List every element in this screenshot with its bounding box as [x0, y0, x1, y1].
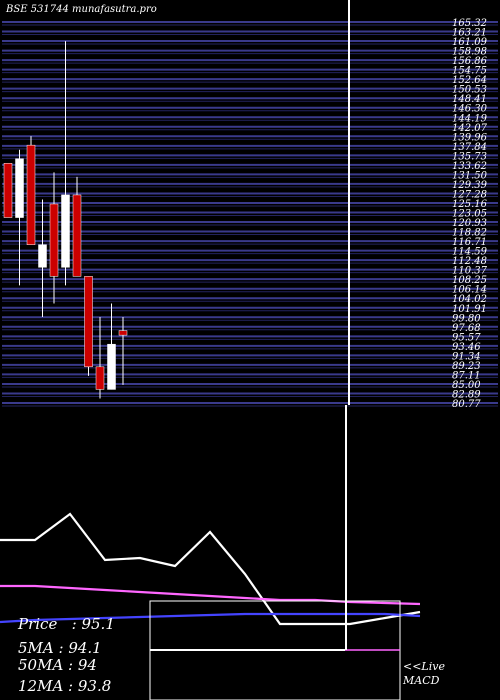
price-tick-label: 114.59 [452, 247, 488, 258]
live-link[interactable]: <<Live [403, 660, 445, 673]
price-tick-label: 154.75 [452, 66, 487, 77]
price-tick-label: 82.89 [452, 389, 481, 400]
price-tick-label: 133.62 [452, 161, 487, 172]
price-tick-label: 97.68 [452, 323, 481, 334]
candle-body [49, 203, 59, 277]
ma50-stat: 50MA : 94 [18, 656, 97, 674]
candle-body [38, 244, 47, 268]
price-tick-label: 137.84 [452, 142, 487, 153]
price-tick-label: 120.93 [452, 218, 487, 229]
candle-body [84, 276, 93, 368]
ma5-stat: 5MA : 94.1 [18, 639, 102, 657]
price-tick-label: 144.19 [452, 113, 488, 124]
price-tick-label: 118.82 [452, 228, 487, 239]
price-tick-label: 142.07 [452, 123, 488, 134]
macd-series-line [0, 612, 421, 624]
macd-label: MACD [403, 674, 440, 687]
candle-body [3, 163, 13, 218]
price-tick-label: 93.46 [452, 342, 481, 353]
site-label: munafasutra.pro [72, 4, 157, 15]
ma12-stat: 12MA : 93.8 [18, 677, 112, 695]
price-tick-label: 158.98 [452, 47, 487, 58]
price-tick-label: 112.48 [452, 256, 487, 267]
price-tick-label: 106.14 [452, 285, 487, 296]
candle-body [118, 330, 128, 336]
price-tick-label: 91.34 [452, 351, 481, 362]
price-tick-label: 125.16 [452, 199, 488, 210]
price-tick-label: 85.00 [452, 380, 481, 391]
price-tick-label: 152.64 [452, 75, 487, 86]
candle-body [72, 194, 82, 277]
price-tick-label: 104.02 [452, 294, 487, 305]
candle-body [26, 144, 36, 245]
candle-body [95, 366, 105, 390]
chart-header: BSE 531744 munafasutra.pro [6, 4, 157, 15]
candlesticks [3, 0, 350, 405]
macd-series-line [0, 512, 421, 626]
price-tick-label: 80.77 [452, 399, 481, 410]
price-tick-label: 101.91 [452, 304, 487, 315]
price-tick-label: 156.86 [452, 56, 488, 67]
price-tick-label: 108.25 [452, 275, 487, 286]
price-tick-label: 89.23 [452, 361, 481, 372]
price-tick-label: 161.09 [452, 37, 488, 48]
price-tick-label: 165.32 [452, 18, 487, 29]
candle-body [107, 343, 116, 390]
price-tick-label: 116.71 [452, 237, 487, 248]
candle-body [61, 194, 70, 268]
price-axis-labels: 165.32163.21161.09158.98156.86154.75152.… [452, 18, 488, 410]
price-tick-label: 148.41 [452, 94, 487, 105]
price-tick-label: 110.37 [452, 266, 488, 277]
price-tick-label: 127.28 [452, 189, 487, 200]
price-tick-label: 123.05 [452, 209, 487, 220]
price-tick-label: 95.57 [452, 332, 481, 343]
price-tick-label: 139.96 [452, 132, 488, 143]
macd-box [149, 405, 401, 700]
price-tick-label: 135.73 [452, 151, 487, 162]
price-tick-label: 87.11 [452, 370, 481, 381]
price-tick-label: 131.50 [452, 170, 488, 181]
price-tick-label: 146.30 [452, 104, 488, 115]
symbol-label: BSE 531744 [6, 4, 69, 15]
macd-panel [0, 512, 421, 626]
price-tick-label: 163.21 [452, 28, 487, 39]
candle-body [15, 158, 24, 218]
price-tick-label: 99.80 [452, 313, 481, 324]
price-stat: Price : 95.1 [18, 615, 115, 633]
price-tick-label: 150.53 [452, 85, 487, 96]
macd-series-line [0, 584, 421, 606]
price-tick-label: 129.39 [452, 180, 488, 191]
